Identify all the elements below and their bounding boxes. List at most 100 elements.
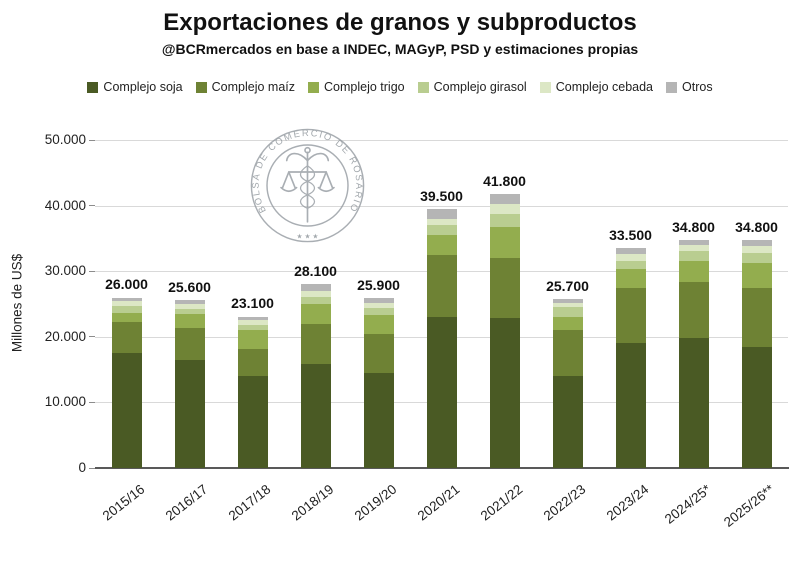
x-tick-label: 2022/23 — [540, 481, 589, 524]
legend-swatch-complejo-trigo — [308, 81, 320, 93]
bar-segment-otros — [678, 239, 709, 246]
bar-segment-complejo-soja — [426, 317, 457, 468]
bar-segment-complejo-girasol — [552, 307, 583, 318]
bar-column-2015-16: 26.000 — [95, 140, 158, 468]
y-axis-tick — [89, 139, 95, 141]
legend-swatch-complejo-ma-z — [195, 81, 207, 93]
legend-swatch-otros — [666, 81, 678, 93]
chart-subtitle: @BCRmercados en base a INDEC, MAGyP, PSD… — [161, 41, 639, 57]
legend-item-complejo-soja: Complejo soja — [87, 80, 183, 94]
bar-segment-otros — [174, 300, 205, 305]
bar-segment-complejo-soja — [552, 376, 583, 468]
bar-total-label: 39.500 — [420, 187, 463, 204]
bar-column-2021-22: 41.800 — [473, 140, 536, 468]
legend-item-complejo-trigo: Complejo trigo — [308, 80, 405, 94]
caduceus-scales-icon — [280, 146, 335, 223]
bar-column-2023-24: 33.500 — [599, 140, 662, 468]
x-tick: 2024/25* — [662, 470, 725, 575]
seal-stars: ★ ★ ★ — [297, 233, 319, 240]
bar-segment-complejo-cebada — [237, 320, 268, 326]
bars-container: 26.000 25.600 23.100 28.100 25.900 39.500 41.8… — [95, 140, 788, 468]
stacked-bar — [552, 299, 583, 468]
x-tick-label: 2019/20 — [351, 481, 400, 524]
seal-rings — [250, 128, 365, 243]
y-tick-label: 40.000 — [44, 197, 86, 213]
x-tick-label: 2017/18 — [225, 481, 274, 524]
bar-total-label: 25.700 — [546, 278, 589, 295]
bar-column-2018-19: 28.100 — [284, 140, 347, 468]
legend-swatch-complejo-soja — [87, 81, 99, 93]
y-axis-tick — [89, 205, 95, 207]
bar-total-label: 25.600 — [168, 279, 211, 296]
bar-segment-complejo-cebada — [489, 204, 520, 215]
bar-segment-otros — [363, 298, 394, 303]
bar-segment-complejo-ma-z — [489, 258, 520, 319]
y-tick-label: 10.000 — [44, 394, 86, 410]
y-tick-label: 30.000 — [44, 263, 86, 279]
bar-segment-complejo-soja — [678, 338, 709, 468]
y-tick-label: 0 — [78, 460, 86, 475]
gridline — [95, 205, 788, 207]
x-tick: 2021/22 — [473, 470, 536, 575]
bar-segment-complejo-girasol — [300, 297, 331, 305]
bar-segment-complejo-trigo — [300, 304, 331, 325]
bar-total-label: 41.800 — [483, 172, 526, 189]
bar-segment-complejo-soja — [489, 318, 520, 468]
bar-segment-complejo-girasol — [237, 325, 268, 331]
x-tick: 2025/26** — [721, 470, 788, 575]
x-tick-label: 2020/21 — [414, 481, 463, 524]
bar-segment-complejo-soja — [237, 376, 268, 468]
bar-total-label: 25.900 — [357, 277, 400, 294]
x-tick-label: 2015/16 — [99, 481, 148, 524]
bar-segment-complejo-trigo — [489, 227, 520, 259]
bar-segment-complejo-girasol — [615, 260, 646, 270]
x-tick-label: 2025/26** — [721, 481, 778, 530]
plot-area: 26.000 25.600 23.100 28.100 25.900 39.500 41.8… — [89, 139, 788, 469]
stacked-bar — [111, 297, 142, 468]
bar-segment-otros — [426, 208, 457, 219]
legend: Complejo soja Complejo maíz Complejo trigo… — [0, 80, 800, 94]
bar-segment-complejo-girasol — [678, 250, 709, 261]
stacked-bar — [678, 239, 709, 468]
x-tick: 2020/21 — [410, 470, 473, 575]
bar-segment-complejo-soja — [174, 360, 205, 468]
stacked-bar — [489, 193, 520, 468]
bar-column-2024-25: 34.800 — [662, 140, 725, 468]
bar-segment-otros — [111, 297, 142, 302]
bar-column-2025-26: 34.800 — [725, 140, 788, 468]
bar-segment-otros — [552, 299, 583, 303]
chart-title: Exportaciones de granos y subproductos — [163, 9, 637, 36]
bar-total-label: 33.500 — [609, 227, 652, 244]
y-axis-tick — [89, 270, 95, 272]
x-tick-label: 2016/17 — [162, 481, 211, 524]
bar-segment-complejo-girasol — [174, 308, 205, 314]
bar-segment-complejo-cebada — [678, 245, 709, 251]
legend-label: Otros — [682, 80, 713, 94]
bar-segment-complejo-cebada — [426, 218, 457, 226]
bar-segment-complejo-trigo — [174, 313, 205, 329]
bar-column-2019-20: 25.900 — [347, 140, 410, 468]
x-axis-labels: 2015/16 2016/17 2017/18 2018/19 2019/20 2020/… — [95, 470, 788, 575]
stacked-bar — [615, 248, 646, 468]
bar-segment-complejo-girasol — [741, 252, 772, 264]
bar-total-label: 34.800 — [672, 218, 715, 235]
legend-item-complejo-ma-z: Complejo maíz — [195, 80, 295, 94]
legend-label: Complejo girasol — [433, 80, 527, 94]
y-axis-tick — [89, 336, 95, 338]
y-tick-label: 20.000 — [44, 328, 86, 344]
bar-column-2020-21: 39.500 — [410, 140, 473, 468]
legend-label: Complejo trigo — [324, 80, 405, 94]
bar-segment-complejo-girasol — [426, 225, 457, 236]
legend-swatch-complejo-girasol — [417, 81, 429, 93]
x-tick-label: 2018/19 — [288, 481, 337, 524]
legend-item-otros: Otros — [666, 80, 713, 94]
bar-segment-otros — [489, 193, 520, 205]
x-tick-label: 2021/22 — [477, 481, 526, 524]
y-tick-label: 50.000 — [44, 132, 86, 147]
bar-total-label: 34.800 — [735, 218, 778, 235]
bar-segment-otros — [615, 248, 646, 255]
x-tick-label: 2023/24 — [603, 481, 652, 524]
bar-segment-complejo-cebada — [741, 246, 772, 253]
bar-segment-complejo-girasol — [111, 306, 142, 313]
